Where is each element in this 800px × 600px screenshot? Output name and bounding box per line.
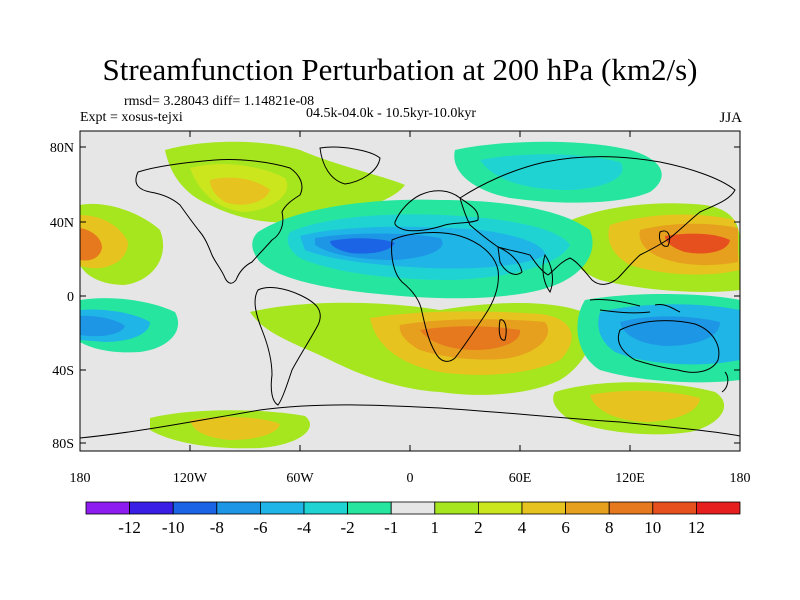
- lat-tick-label: 80N: [50, 141, 74, 156]
- colorbar-label: 2: [474, 518, 483, 537]
- coastline-europe: [394, 190, 479, 232]
- plot-title: Streamfunction Perturbation at 200 hPa (…: [102, 52, 698, 87]
- lon-tick-label: 120W: [173, 471, 208, 486]
- anomaly-region: [210, 177, 270, 205]
- colorbar-swatch: [303, 501, 348, 515]
- lon-tick-label: 0: [407, 471, 414, 486]
- anomaly-region: [80, 228, 102, 261]
- colorbar-swatch: [652, 501, 697, 515]
- lon-tick-label: 120E: [615, 471, 645, 486]
- anomaly-region: [80, 315, 125, 337]
- colorbar-label: 8: [605, 518, 614, 537]
- map-field: [80, 131, 740, 451]
- coastline-arabia-india: [497, 246, 553, 294]
- colorbar-swatch: [696, 501, 741, 515]
- colorbar-swatch: [216, 501, 261, 515]
- anomaly-region: [330, 238, 395, 254]
- coastline-africa: [391, 232, 499, 362]
- colorbar-label: -2: [341, 518, 355, 537]
- colorbar-label: 4: [518, 518, 527, 537]
- colorbar-swatch: [172, 501, 218, 515]
- anomaly-region: [190, 416, 280, 440]
- lat-tick-label: 0: [67, 290, 74, 305]
- colorbar-label: 1: [431, 518, 440, 537]
- coastline-japan: [659, 230, 671, 247]
- anomaly-region: [480, 154, 623, 190]
- lon-tick-label: 180: [70, 471, 91, 486]
- colorbar-swatch: [259, 501, 305, 515]
- coastline-new-zealand: [721, 371, 729, 393]
- lon-tick-label: 60W: [286, 471, 314, 486]
- lat-tick-label: 40N: [50, 216, 74, 231]
- season-label: JJA: [719, 110, 742, 126]
- colorbar-swatch: [521, 501, 566, 515]
- colorbar: -12 -10 -8 -6 -4 -2 -1 1 2 4 6 8 10 12: [85, 501, 741, 537]
- colorbar-label: 6: [561, 518, 570, 537]
- coastline-north-america: [135, 159, 303, 284]
- coastline-antarctica: [80, 404, 740, 439]
- colorbar-swatch: [347, 501, 392, 515]
- colorbar-swatch: [608, 501, 654, 515]
- coastlines: [80, 146, 740, 439]
- coastline-south-america: [254, 287, 321, 406]
- latitude-axis: 80N 40N 0 40S 80S: [50, 141, 740, 452]
- colorbar-label: 12: [688, 518, 705, 537]
- rmsd-diff-stats: rmsd= 3.28043 diff= 1.14821e-08: [124, 94, 315, 109]
- colorbar-label: 10: [644, 518, 661, 537]
- lon-tick-label: 180: [730, 471, 751, 486]
- coastline-greenland: [319, 146, 381, 185]
- period-label: 04.5k-04.0k - 10.5kyr-10.0kyr: [306, 106, 477, 121]
- coastline-madagascar: [498, 319, 507, 341]
- lat-tick-label: 80S: [52, 437, 74, 452]
- colorbar-swatch: [129, 501, 174, 515]
- experiment-label: Expt = xosus-tejxi: [80, 110, 183, 125]
- lon-tick-label: 60E: [509, 471, 532, 486]
- colorbar-swatch: [390, 501, 436, 515]
- colorbar-swatch: [565, 501, 610, 515]
- colorbar-label: -8: [210, 518, 224, 537]
- colorbar-label: -1: [384, 518, 398, 537]
- colorbar-swatch: [434, 501, 479, 515]
- lat-tick-label: 40S: [52, 364, 74, 379]
- longitude-axis: 180 120W 60W 0 60E 120E 180: [70, 131, 751, 486]
- colorbar-label: -6: [253, 518, 267, 537]
- colorbar-label: -12: [118, 518, 141, 537]
- coastline-indonesia: [589, 299, 681, 314]
- colorbar-swatch: [477, 501, 523, 515]
- anomaly-region: [665, 233, 730, 254]
- positive-anomalies: [80, 141, 740, 449]
- anomaly-region: [590, 390, 700, 422]
- colorbar-swatch: [85, 501, 130, 515]
- negative-anomalies: [80, 141, 740, 383]
- colorbar-label: -4: [297, 518, 312, 537]
- colorbar-label: -10: [162, 518, 185, 537]
- anomaly-region: [420, 326, 521, 350]
- coastline-australia: [617, 320, 720, 373]
- coastline-asia: [459, 156, 736, 285]
